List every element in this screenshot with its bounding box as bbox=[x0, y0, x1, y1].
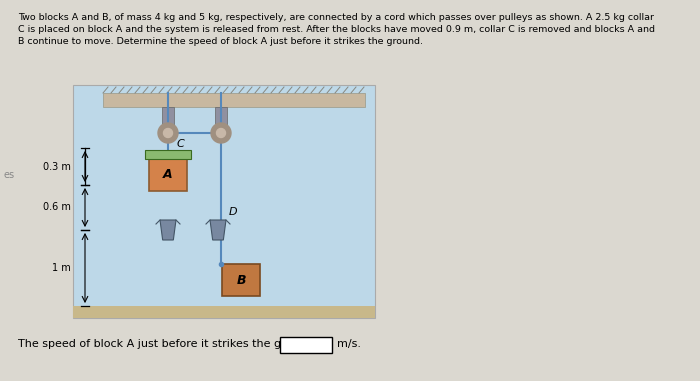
Text: B: B bbox=[237, 274, 246, 287]
Text: m/s.: m/s. bbox=[337, 339, 361, 349]
Bar bbox=[73, 85, 375, 318]
Text: Two blocks A and B, of mass 4 kg and 5 kg, respectively, are connected by a cord: Two blocks A and B, of mass 4 kg and 5 k… bbox=[18, 13, 654, 22]
Circle shape bbox=[164, 128, 172, 138]
Text: 1 m: 1 m bbox=[52, 263, 71, 273]
Bar bbox=[162, 107, 174, 125]
Polygon shape bbox=[160, 220, 176, 240]
Bar bbox=[280, 337, 332, 353]
Bar bbox=[145, 150, 191, 159]
Bar bbox=[149, 159, 187, 191]
Bar bbox=[215, 107, 227, 125]
Text: D: D bbox=[229, 207, 237, 217]
Bar bbox=[103, 93, 365, 107]
Text: The speed of block A just before it strikes the ground is: The speed of block A just before it stri… bbox=[18, 339, 326, 349]
Bar bbox=[222, 264, 260, 296]
Bar bbox=[73, 306, 375, 318]
Circle shape bbox=[211, 123, 231, 143]
Text: es: es bbox=[3, 170, 14, 180]
Circle shape bbox=[216, 128, 225, 138]
Text: 0.6 m: 0.6 m bbox=[43, 202, 71, 213]
Circle shape bbox=[158, 123, 178, 143]
Text: C: C bbox=[176, 139, 184, 149]
Text: B continue to move. Determine the speed of block A just before it strikes the gr: B continue to move. Determine the speed … bbox=[18, 37, 423, 46]
Polygon shape bbox=[210, 220, 226, 240]
Text: A: A bbox=[163, 168, 173, 181]
Text: 0.3 m: 0.3 m bbox=[43, 162, 71, 171]
Text: C is placed on block A and the system is released from rest. After the blocks ha: C is placed on block A and the system is… bbox=[18, 25, 655, 34]
